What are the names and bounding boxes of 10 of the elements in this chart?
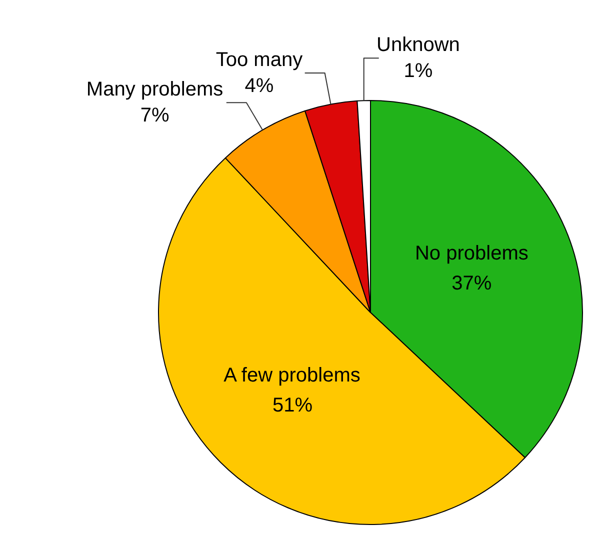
slice-label: Many problems <box>86 78 224 101</box>
slice-label: No problems <box>414 242 528 265</box>
data-label: 37% <box>452 272 492 295</box>
data-label: 7% <box>140 104 170 127</box>
slice-label: Too many <box>216 49 303 72</box>
data-label: 1% <box>404 60 433 82</box>
slice-label: A few problems <box>224 364 360 386</box>
data-label: 4% <box>244 75 274 98</box>
slice-label: Unknown <box>376 34 460 56</box>
data-label: 51% <box>272 394 313 416</box>
